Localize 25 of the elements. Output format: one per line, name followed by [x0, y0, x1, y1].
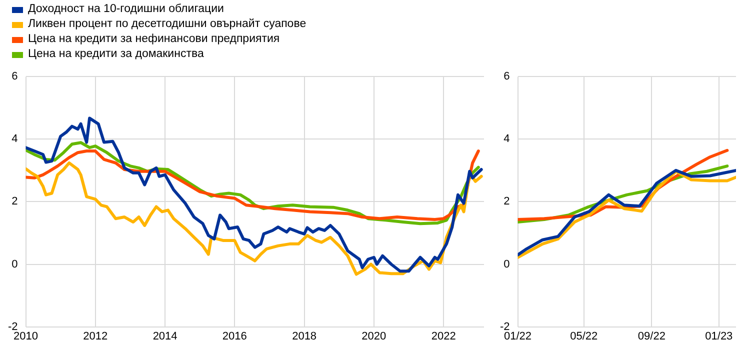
- x-tick-label: 09/22: [638, 330, 666, 342]
- x-tick-label: 2020: [362, 330, 386, 342]
- y-tick-label: 2: [504, 196, 510, 208]
- x-tick-label: 2022: [431, 330, 456, 342]
- legend-label: Ликвен процент по десетгодишни овърнайт суапове: [28, 17, 306, 32]
- x-tick-label: 2014: [152, 330, 178, 342]
- x-tick-label: 01/23: [705, 330, 733, 342]
- x-tick-label: 2016: [222, 330, 247, 342]
- x-tick-label: 05/22: [570, 330, 598, 342]
- x-tick-label: 01/22: [504, 330, 532, 342]
- legend-label: Цена на кредити за домакинства: [28, 47, 204, 62]
- legend-label: Доходност на 10-годишни облигации: [28, 2, 224, 17]
- y-tick-label: 2: [12, 196, 18, 208]
- y-tick-label: 0: [504, 258, 510, 270]
- y-tick-label: 4: [504, 133, 510, 146]
- legend-label: Цена на кредити за нефинансови предприятия: [28, 32, 280, 47]
- y-tick-label: -2: [8, 320, 18, 333]
- x-tick-label: 2010: [14, 330, 38, 342]
- y-tick-label: 0: [12, 258, 18, 270]
- y-tick-label: -2: [500, 320, 510, 333]
- y-tick-label: 4: [12, 133, 18, 146]
- x-tick-label: 2012: [83, 330, 108, 342]
- y-tick-label: 6: [504, 70, 510, 83]
- y-tick-label: 6: [12, 70, 18, 83]
- x-tick-label: 2018: [292, 330, 317, 342]
